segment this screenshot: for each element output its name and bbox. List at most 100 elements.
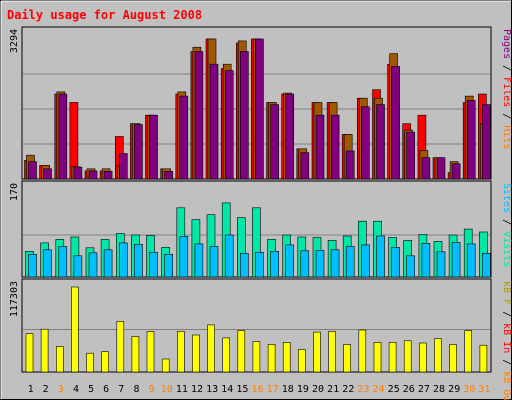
- x-tick-label-30: 30: [463, 384, 475, 395]
- x-tick-label-12: 12: [191, 384, 203, 395]
- bar-pages-11: [179, 95, 189, 180]
- bar-sites-26: [406, 255, 416, 278]
- bar-sites-7: [119, 242, 128, 278]
- panel-hits-files-pages: 3294 Pages / Files / Hits: [9, 26, 512, 180]
- bar-pages-17: [270, 104, 279, 180]
- legend-hits-files-pages: Pages / Files / Hits: [501, 29, 512, 149]
- x-tick-label-8: 8: [133, 384, 139, 395]
- bar-kb-in-20: [313, 331, 321, 373]
- bar-sites-6: [103, 249, 113, 278]
- x-tick-label-17: 17: [267, 384, 279, 395]
- x-tick-label-3: 3: [58, 384, 64, 395]
- bar-pages-22: [345, 150, 355, 180]
- x-tick-label-5: 5: [88, 384, 94, 395]
- bar-kb-in-29: [449, 344, 457, 373]
- bar-sites-20: [315, 250, 325, 278]
- legend-entry-kbytes-0: kB F: [501, 281, 512, 305]
- bar-kb-in-22: [343, 344, 352, 373]
- x-tick-label-4: 4: [73, 384, 79, 395]
- y-max-label-kbytes: 117303: [9, 281, 20, 317]
- bar-pages-8: [134, 124, 143, 180]
- bar-sites-5: [88, 252, 98, 278]
- bar-pages-4: [73, 166, 83, 180]
- bar-pages-5: [88, 170, 98, 180]
- legend-entry-hits-files-pages-0: Pages: [501, 29, 512, 59]
- x-tick-label-9: 9: [149, 384, 155, 395]
- bar-pages-30: [466, 100, 476, 180]
- x-tick-label-7: 7: [118, 384, 124, 395]
- bar-pages-31: [482, 104, 491, 180]
- legend-entry-sites-visits-1: /: [501, 213, 512, 225]
- bar-sites-24: [376, 235, 385, 278]
- bar-pages-29: [451, 163, 461, 180]
- bar-kb-in-6: [101, 351, 109, 373]
- bar-kb-in-31: [479, 344, 488, 373]
- x-tick-label-22: 22: [342, 384, 354, 395]
- legend-entry-hits-files-pages-2: Files: [501, 71, 512, 107]
- bar-sites-17: [270, 251, 279, 278]
- bar-pages-26: [406, 131, 416, 180]
- bar-kb-in-1: [25, 333, 34, 373]
- bar-pages-16: [255, 38, 264, 180]
- bar-kb-in-25: [388, 341, 397, 373]
- bar-pages-28: [436, 157, 446, 180]
- bar-kb-in-8: [131, 336, 140, 373]
- bar-kb-in-21: [328, 331, 336, 373]
- bar-sites-22: [345, 246, 355, 278]
- x-tick-label-15: 15: [236, 384, 248, 395]
- bar-kb-in-30: [464, 330, 473, 373]
- bar-sites-9: [149, 252, 158, 278]
- bar-pages-25: [391, 66, 400, 180]
- bar-kb-in-15: [237, 330, 246, 373]
- bar-pages-6: [103, 171, 113, 180]
- x-tick-label-26: 26: [403, 384, 415, 395]
- bar-sites-27: [421, 243, 431, 278]
- bar-kb-in-14: [222, 337, 230, 373]
- bar-sites-18: [285, 244, 295, 278]
- x-tick-label-21: 21: [327, 384, 339, 395]
- y-max-label-sites-visits: 170: [9, 183, 20, 201]
- bar-sites-11: [179, 236, 189, 278]
- bar-kb-in-7: [116, 320, 125, 373]
- bar-pages-21: [330, 114, 340, 180]
- bar-pages-19: [300, 152, 310, 180]
- x-axis-labels: 1 2 3 4 5 6 7 8 9 10 11 12 13 14 15 16 17 18 19 20 21 22 23 24 2…: [28, 384, 491, 395]
- bar-kb-in-3: [55, 346, 64, 373]
- bar-pages-23: [360, 106, 370, 180]
- x-tick-label-6: 6: [103, 384, 109, 395]
- x-tick-label-23: 23: [357, 384, 369, 395]
- legend-entry-hits-files-pages-1: /: [501, 59, 512, 71]
- bar-sites-4: [73, 255, 83, 278]
- bar-sites-16: [255, 252, 264, 278]
- bar-pages-12: [194, 51, 204, 180]
- bar-pages-24: [376, 104, 385, 180]
- bar-kb-in-23: [358, 329, 367, 373]
- bar-sites-2: [43, 249, 52, 278]
- x-tick-label-19: 19: [297, 384, 309, 395]
- bar-kb-in-9: [146, 331, 155, 373]
- bar-kb-in-12: [192, 334, 200, 373]
- x-tick-label-16: 16: [251, 384, 263, 395]
- panel-sites-visits: 170 Sites / Visits: [9, 180, 512, 278]
- bar-sites-15: [240, 253, 249, 278]
- bar-sites-25: [391, 247, 400, 278]
- panel-kbytes: 117303 kB F / kB In / kB Out: [9, 278, 512, 400]
- bar-kb-in-2: [40, 328, 49, 373]
- bar-sites-1: [28, 254, 37, 278]
- bar-pages-14: [224, 70, 234, 180]
- x-tick-label-18: 18: [282, 384, 294, 395]
- x-tick-label-2: 2: [43, 384, 49, 395]
- bar-pages-20: [315, 114, 325, 180]
- bar-pages-2: [43, 168, 52, 180]
- x-tick-label-29: 29: [448, 384, 460, 395]
- bar-pages-10: [164, 171, 173, 180]
- bar-pages-9: [149, 114, 158, 180]
- legend-entry-kbytes-3: /: [501, 353, 512, 365]
- x-tick-label-1: 1: [28, 384, 34, 395]
- bar-kb-in-18: [282, 341, 291, 373]
- bar-sites-23: [360, 244, 370, 278]
- bar-sites-3: [58, 246, 68, 278]
- bar-kb-in-24: [373, 341, 382, 373]
